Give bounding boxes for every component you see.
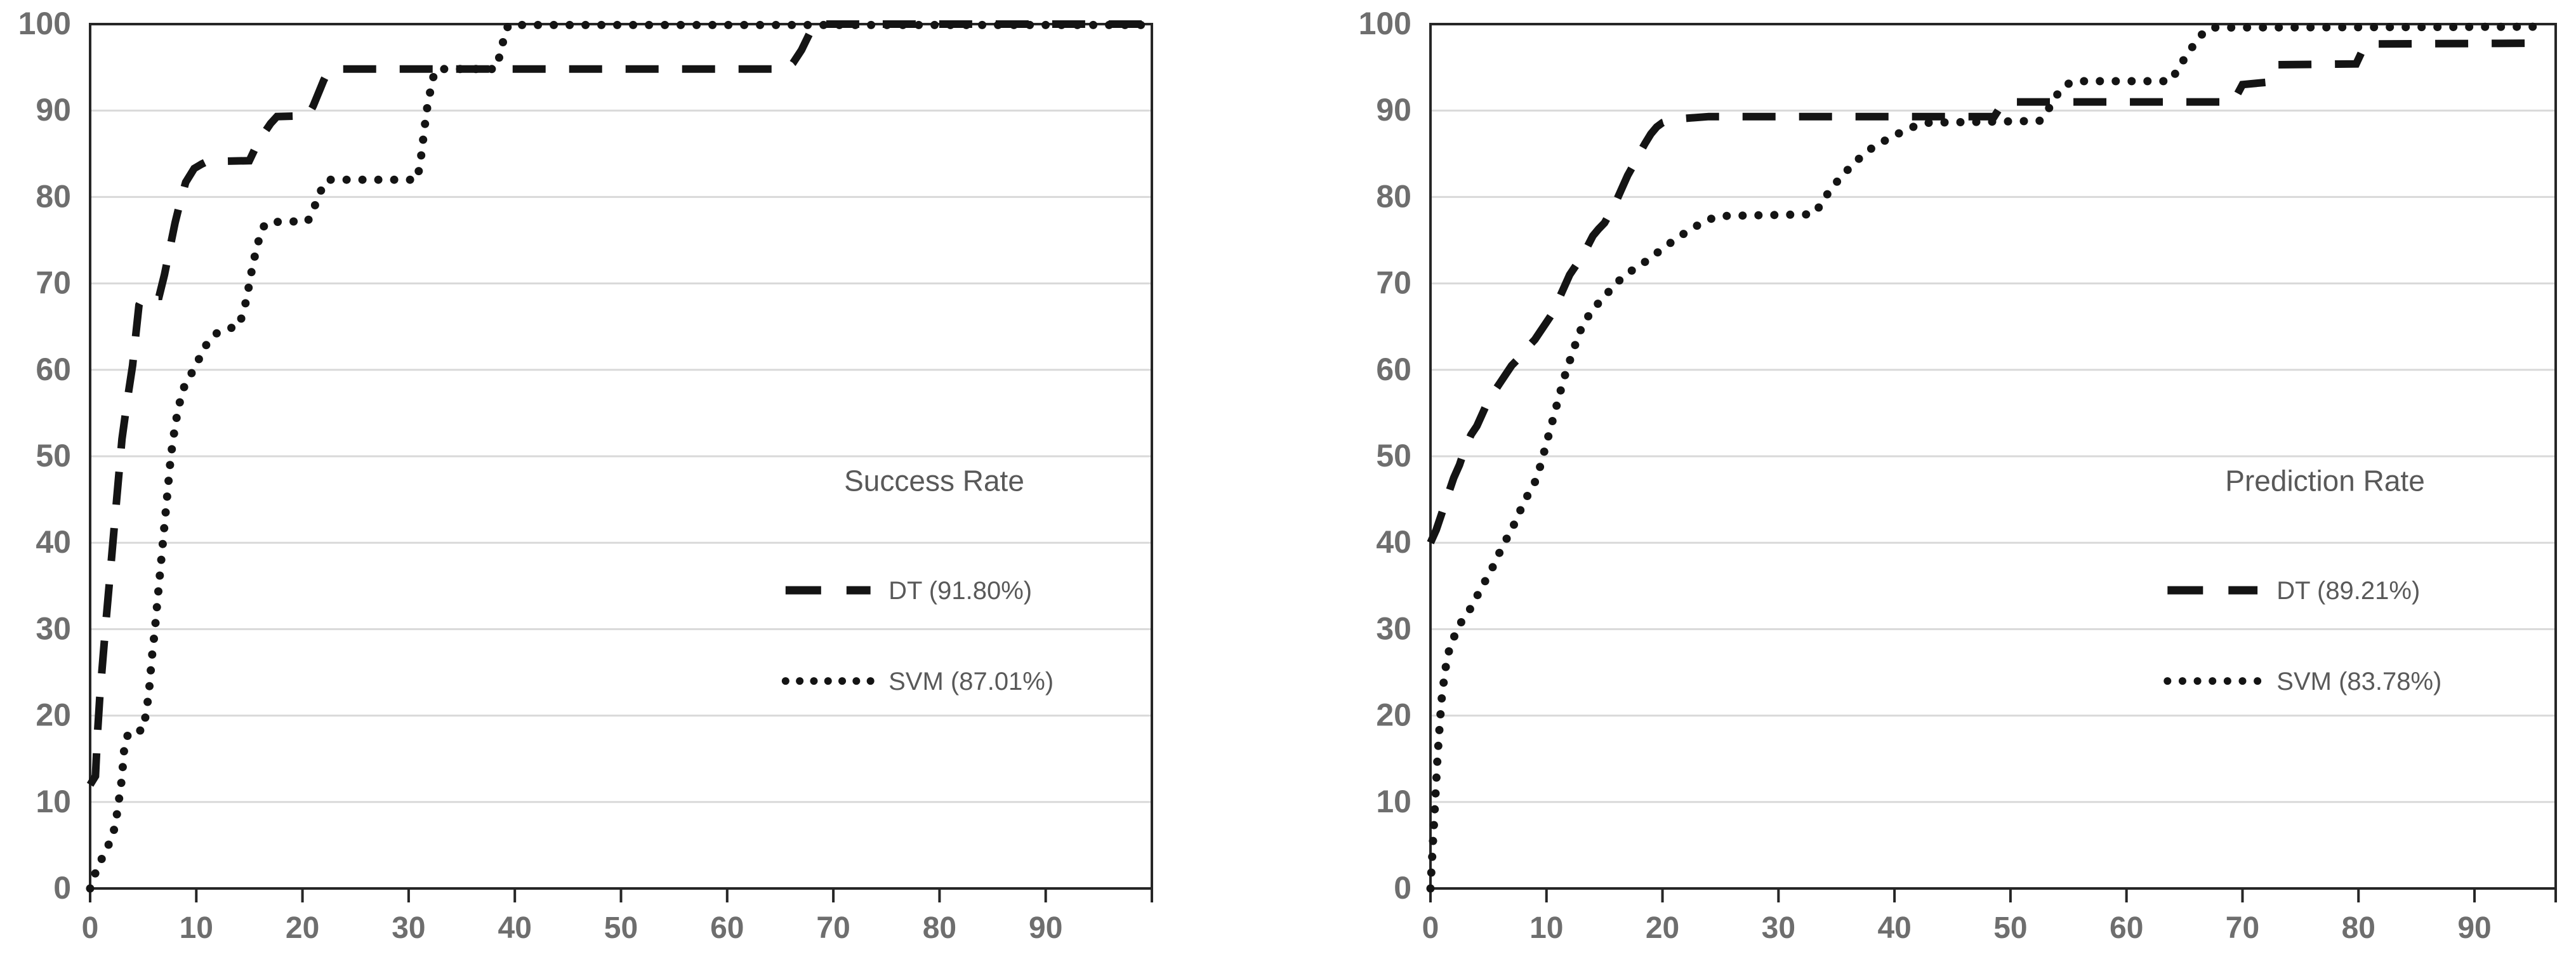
x-tick-label: 10 [1529, 911, 1563, 945]
legend-item-dt: DT (89.21%) [2167, 577, 2420, 605]
success-rate-chart-svg: 0 10 20 30 40 50 60 70 80 90 0 10 20 30 40 50 60 70 80 90 10… [18, 6, 1153, 945]
y-tick-label: 60 [1376, 352, 1411, 387]
y-tick-label: 20 [36, 697, 71, 733]
y-tick-label: 40 [36, 524, 71, 560]
x-tick-label: 0 [82, 911, 99, 945]
plot-border [1429, 23, 2557, 890]
y-axis: 0 10 20 30 40 50 60 70 80 90 100 [1359, 6, 1411, 906]
legend-swatch-dotted [2163, 677, 2262, 685]
x-tick-label: 80 [923, 911, 956, 945]
success-rate-chart: 0 10 20 30 40 50 60 70 80 90 0 10 20 30 40 50 60 70 80 90 10… [18, 6, 1153, 945]
legend-item-svm: SVM (87.01%) [781, 668, 1054, 696]
x-tick-label: 50 [1993, 911, 2027, 945]
gridlines [1430, 109, 2556, 803]
x-tick-label: 30 [1762, 911, 1795, 945]
y-tick-label: 90 [1376, 92, 1411, 128]
y-tick-label: 50 [1376, 438, 1411, 473]
x-tick-label: 70 [2226, 911, 2259, 945]
legend-title: Prediction Rate [2225, 464, 2425, 497]
y-tick-label: 70 [1376, 265, 1411, 301]
prediction-rate-chart-svg: 0 10 20 30 40 50 60 70 80 90 0 10 20 30 40 50 60 70 80 90 10… [1359, 6, 2557, 945]
y-tick-label: 0 [1394, 870, 1411, 906]
legend-label: SVM (87.01%) [888, 668, 1054, 696]
series-dots-svm [1426, 22, 2537, 893]
y-tick-label: 100 [18, 6, 71, 41]
y-tick-label: 40 [1376, 524, 1411, 560]
y-tick-label: 10 [1376, 784, 1411, 819]
y-axis: 0 10 20 30 40 50 60 70 80 90 100 [18, 6, 71, 906]
x-tick-label: 40 [1877, 911, 1911, 945]
x-tick-label: 10 [180, 911, 213, 945]
x-tick-label: 50 [604, 911, 638, 945]
y-tick-label: 0 [53, 870, 71, 906]
gridlines [90, 109, 1152, 803]
y-tick-label: 20 [1376, 697, 1411, 733]
series-dots-svm [86, 20, 1146, 893]
x-axis: 0 10 20 30 40 50 60 70 80 90 [1422, 888, 2557, 945]
x-tick-label: 30 [392, 911, 425, 945]
x-tick-label: 80 [2342, 911, 2375, 945]
legend: Prediction Rate DT (89.21%) SVM (83.78%) [2163, 464, 2441, 696]
y-tick-label: 100 [1359, 6, 1411, 41]
x-tick-label: 40 [498, 911, 532, 945]
legend-label: DT (89.21%) [2276, 577, 2420, 605]
y-tick-label: 30 [36, 610, 71, 646]
x-tick-label: 60 [2110, 911, 2143, 945]
y-tick-label: 80 [36, 178, 71, 214]
x-tick-label: 20 [286, 911, 319, 945]
x-tick-label: 70 [816, 911, 850, 945]
legend-swatch-dotted [781, 677, 875, 685]
legend-item-dt: DT (91.80%) [785, 577, 1032, 605]
x-axis: 0 10 20 30 40 50 60 70 80 90 [82, 888, 1153, 945]
series-line-dt [1427, 39, 2548, 544]
series-line-dt [86, 20, 1147, 787]
prediction-rate-chart: 0 10 20 30 40 50 60 70 80 90 0 10 20 30 40 50 60 70 80 90 10… [1288, 0, 2576, 957]
y-tick-label: 60 [36, 352, 71, 387]
y-tick-label: 30 [1376, 610, 1411, 646]
y-tick-label: 50 [36, 438, 71, 473]
y-tick-label: 90 [36, 92, 71, 128]
x-tick-label: 90 [2457, 911, 2491, 945]
x-tick-label: 20 [1646, 911, 1679, 945]
legend: Success Rate DT (91.80%) SVM (87.01%) [781, 464, 1054, 696]
x-tick-label: 60 [710, 911, 744, 945]
legend-label: SVM (83.78%) [2276, 668, 2441, 696]
x-tick-label: 0 [1422, 911, 1439, 945]
y-tick-label: 70 [36, 265, 71, 301]
legend-label: DT (91.80%) [888, 577, 1032, 605]
y-tick-label: 80 [1376, 178, 1411, 214]
legend-item-svm: SVM (83.78%) [2163, 668, 2441, 696]
legend-title: Success Rate [844, 464, 1024, 497]
y-tick-label: 10 [36, 784, 71, 819]
x-tick-label: 90 [1029, 911, 1062, 945]
